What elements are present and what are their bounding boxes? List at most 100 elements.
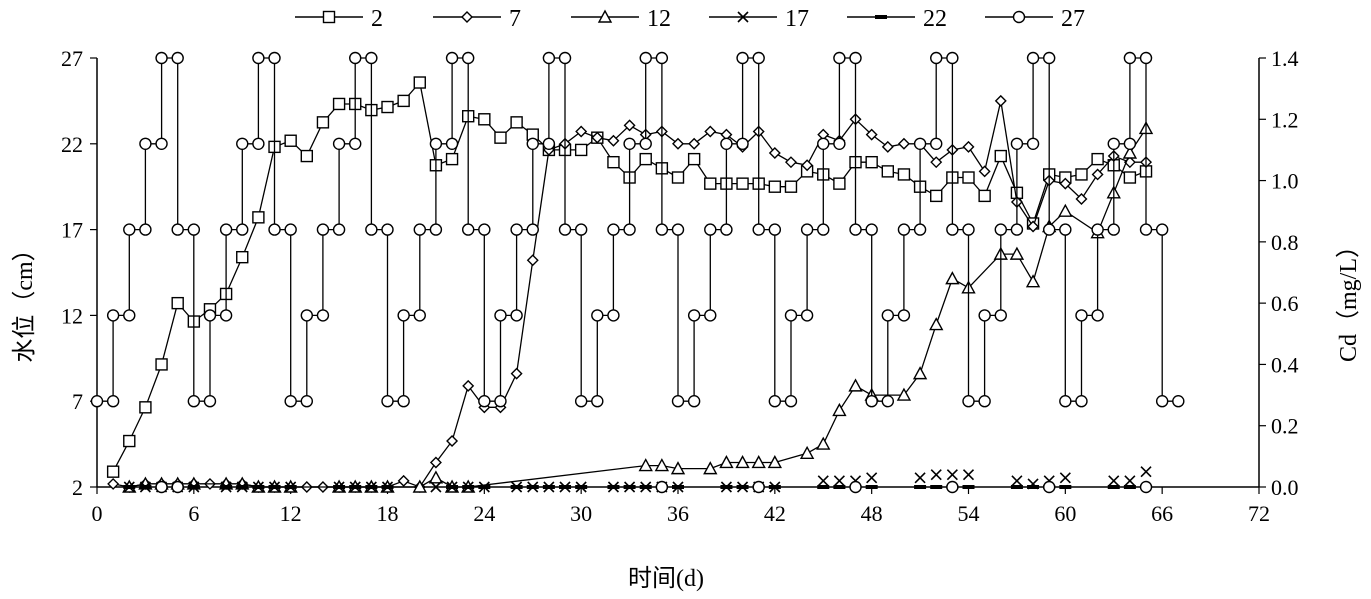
series-22-point (607, 485, 620, 489)
series-27-point (236, 137, 249, 151)
series-27-point (946, 51, 959, 65)
legend-item-7: 7 (433, 6, 521, 32)
series-27-cd-point (155, 480, 168, 494)
series-27-point (752, 223, 765, 236)
series-2-point (607, 155, 620, 169)
series-22-point (930, 485, 943, 489)
series-27-point (90, 395, 104, 408)
series-27-point (784, 395, 798, 408)
series-27-point (591, 309, 604, 322)
x-tick-label: 6 (188, 501, 199, 526)
series-27-point (123, 309, 136, 322)
series-27-point (1059, 395, 1072, 408)
series-27-point (607, 223, 620, 236)
series-7-point (688, 137, 701, 150)
series-27-point (704, 223, 717, 236)
series-12-point (654, 458, 670, 472)
series-27-point (349, 137, 362, 151)
series-27-point (155, 51, 168, 65)
series-27-point (1155, 395, 1169, 408)
series-27-point (881, 309, 895, 322)
series-27-cd-point (1042, 480, 1056, 494)
series-27-point (203, 395, 217, 408)
series-27-point (994, 309, 1007, 322)
series-22-point (1010, 485, 1023, 489)
series-12-point (735, 455, 750, 469)
series-22-point (639, 485, 652, 489)
series-27-cd-point (171, 480, 184, 494)
series-27-point (1010, 137, 1024, 151)
series-2-point (784, 180, 798, 193)
series-27-point (542, 137, 556, 151)
series-2-point (413, 76, 426, 89)
series-27-point (849, 51, 862, 65)
series-7-point (994, 94, 1007, 107)
series-7-point (462, 379, 475, 392)
series-27-point (962, 223, 975, 236)
series-27-point (865, 395, 878, 408)
series-2-point (381, 100, 394, 114)
series-2-point (494, 131, 507, 144)
series-27-point (736, 51, 749, 65)
series-27-point (671, 395, 685, 408)
series-27-point (768, 223, 782, 236)
y-right-tick-label: 0.8 (1271, 230, 1299, 255)
series-27-point (139, 137, 152, 151)
series-2-point (881, 165, 895, 178)
series-2-point (671, 171, 685, 184)
series-17-point (1140, 466, 1152, 478)
series-12-point (832, 402, 847, 417)
series-17-point (962, 469, 975, 481)
series-22-point (236, 485, 249, 489)
series-7-point (575, 125, 588, 138)
series-27-point (1059, 223, 1072, 236)
legend: 2 7 12 17 22 27 (295, 6, 1085, 32)
series-2-point (123, 434, 136, 448)
series-27-point (349, 51, 362, 65)
series-27-point (316, 223, 330, 236)
series-7-point (591, 131, 604, 144)
x-tick-label: 36 (667, 501, 689, 526)
series-17-point (1124, 475, 1136, 487)
series-12-point (1009, 246, 1025, 260)
series-27 (90, 51, 1185, 408)
legend-marker (322, 10, 336, 24)
series-7-point (978, 165, 991, 178)
y-axis-right-title: Cd（mg/L） (1336, 234, 1362, 362)
series-7-point (1027, 220, 1040, 233)
series-27-point (155, 137, 168, 151)
legend-label: 12 (647, 6, 671, 32)
series-22-point (446, 485, 459, 489)
x-tick-label: 60 (1054, 501, 1076, 526)
series-27-point (1155, 223, 1169, 236)
x-tick-label: 48 (861, 501, 883, 526)
x-tick-label: 66 (1151, 501, 1173, 526)
series-27-point (461, 51, 475, 65)
series-27-point (865, 223, 878, 236)
series-27-point (607, 309, 620, 322)
series-17-point (430, 481, 442, 493)
series-27-point (300, 395, 314, 408)
series-27-point (1042, 51, 1056, 65)
series-27-point (1107, 223, 1120, 236)
series-27-point (203, 309, 217, 322)
y-right-tick-label: 1.4 (1271, 46, 1299, 71)
series-27-point (106, 309, 120, 322)
x-tick-label: 72 (1248, 501, 1270, 526)
series-12-point (638, 458, 653, 472)
series-27-point (413, 309, 426, 322)
series-2-point (768, 180, 782, 193)
series-27-point (139, 223, 152, 236)
series-2-point (332, 97, 346, 111)
series-2-point (687, 152, 701, 166)
series-27-cd (155, 480, 1153, 494)
legend-item-2: 2 (295, 6, 383, 32)
series-22-point (623, 485, 636, 489)
series-22-point (1107, 485, 1120, 489)
series-2-point (930, 189, 943, 203)
series-27-point (655, 223, 669, 236)
series-27-point (558, 223, 572, 236)
series-2-point (1091, 152, 1104, 166)
series-27-point (332, 223, 346, 236)
